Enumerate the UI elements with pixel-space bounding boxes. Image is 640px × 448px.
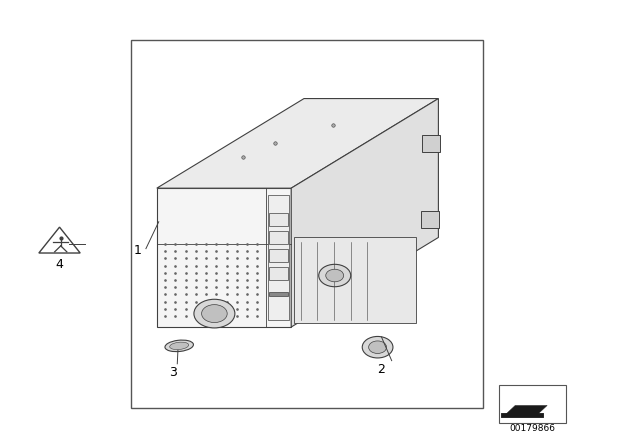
Ellipse shape: [170, 342, 189, 349]
Text: 1: 1: [134, 244, 141, 258]
Circle shape: [194, 299, 235, 328]
Circle shape: [369, 341, 387, 353]
Text: 4: 4: [56, 258, 63, 271]
Polygon shape: [39, 227, 80, 253]
Bar: [269, 267, 288, 280]
Ellipse shape: [165, 340, 193, 352]
Bar: [268, 195, 289, 320]
Circle shape: [319, 264, 351, 287]
Bar: [269, 231, 288, 244]
Bar: [294, 237, 416, 323]
Text: 3: 3: [169, 366, 177, 379]
Circle shape: [202, 305, 227, 323]
Bar: [269, 249, 288, 262]
Circle shape: [362, 336, 393, 358]
Bar: [422, 135, 440, 152]
Polygon shape: [291, 99, 438, 327]
Circle shape: [326, 269, 344, 282]
Bar: [269, 292, 288, 296]
Polygon shape: [157, 99, 438, 188]
Bar: [269, 213, 288, 226]
Bar: [131, 40, 483, 408]
Bar: [499, 385, 566, 423]
Polygon shape: [157, 188, 291, 327]
Bar: [421, 211, 439, 228]
Text: 2: 2: [377, 363, 385, 376]
Text: 00179866: 00179866: [510, 424, 556, 433]
Polygon shape: [506, 405, 547, 414]
